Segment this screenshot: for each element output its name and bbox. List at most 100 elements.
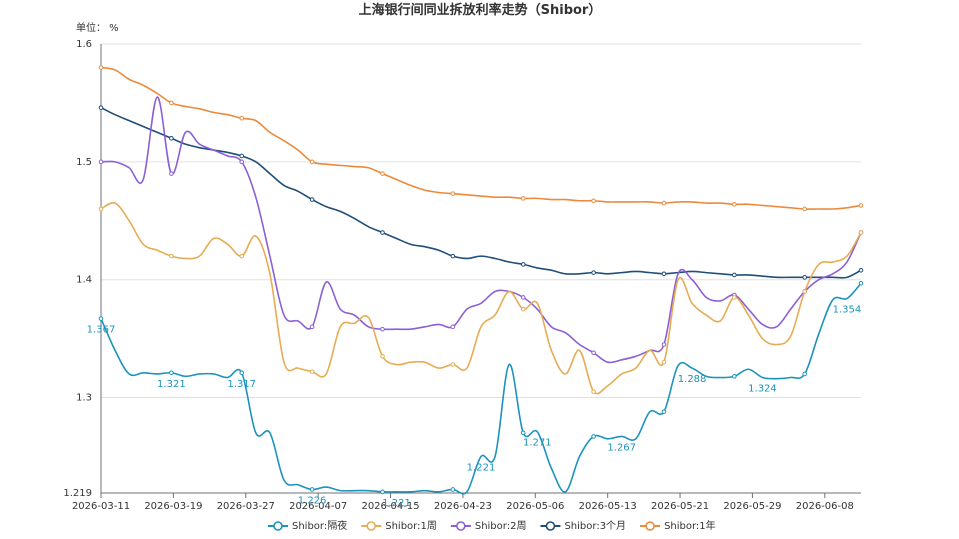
legend-label: Shibor:1年 (664, 519, 716, 532)
data-point (520, 262, 526, 267)
data-point (309, 487, 315, 492)
series-line-3 (100, 106, 862, 279)
legend-label: Shibor:1周 (385, 520, 437, 532)
data-point (239, 115, 245, 121)
data-point (591, 389, 596, 394)
data-point (858, 203, 864, 208)
data-label: 1.317 (227, 379, 256, 390)
data-point (732, 201, 737, 207)
data-point (239, 370, 245, 376)
data-point (380, 326, 385, 332)
x-tick-label: 2026-03-19 (144, 501, 202, 512)
data-point (380, 230, 385, 235)
legend-label: Shibor:隔夜 (292, 519, 347, 532)
data-label: 1.324 (748, 384, 777, 395)
data-point (239, 253, 245, 259)
data-point (661, 271, 667, 277)
data-point (309, 369, 315, 374)
data-point (520, 430, 526, 436)
data-point (450, 253, 456, 259)
legend-swatch-marker (366, 521, 377, 531)
data-point (732, 295, 737, 300)
data-point (520, 196, 526, 201)
data-point (802, 371, 808, 377)
legend-label: Shibor:3个月 (564, 520, 626, 532)
data-point (450, 191, 456, 196)
series-line-2 (100, 96, 862, 364)
data-point (380, 489, 385, 495)
data-point (450, 362, 456, 367)
data-point (661, 200, 667, 206)
series-layer (98, 65, 864, 495)
data-point (380, 171, 385, 176)
data-point (98, 105, 104, 110)
data-point (450, 324, 456, 330)
data-point (98, 316, 104, 321)
data-point (169, 100, 174, 106)
legend-swatch-marker (645, 521, 655, 531)
axis-layer: 1.219 1.3 1.4 1.5 1.6 2026-03-11 2026-03-19 202… (63, 39, 861, 512)
data-label-layer: 1.367 1.321 1.317 1.226 1.221 1.221 1.271 1.267… (87, 305, 862, 509)
legend-item-2[interactable]: Shibor:2周 (450, 520, 527, 532)
data-label: 1.354 (833, 305, 862, 316)
data-label: 1.367 (87, 325, 116, 336)
legend-item-0[interactable]: Shibor:隔夜 (268, 519, 347, 532)
data-point (98, 159, 104, 165)
data-point (520, 295, 526, 300)
data-point (450, 487, 456, 492)
y-tick-label: 1.6 (76, 39, 92, 50)
data-label: 1.288 (678, 374, 707, 385)
x-tick-label: 2026-04-15 (361, 501, 419, 512)
data-point (309, 324, 315, 330)
legend-item-1[interactable]: Shibor:1周 (361, 520, 437, 532)
legend-swatch-marker (273, 521, 283, 531)
legend: Shibor:隔夜 Shibor:1周 Shibor:2周 Shibor:3个月 Shi… (268, 519, 716, 532)
legend-swatch-marker (456, 521, 466, 531)
y-tick-label: 1.219 (63, 488, 92, 499)
data-point (802, 206, 808, 212)
x-tick-label: 2026-05-21 (651, 501, 709, 512)
y-tick-label: 1.3 (76, 393, 92, 404)
x-tick-label: 2026-05-06 (506, 501, 564, 512)
y-tick-label: 1.4 (76, 275, 92, 286)
data-point (661, 409, 667, 414)
data-label: 1.221 (467, 462, 496, 473)
data-point (802, 275, 808, 280)
data-point (380, 353, 385, 359)
data-point (239, 153, 245, 159)
data-point (732, 374, 737, 379)
data-label: 1.271 (523, 438, 552, 449)
x-tick-label: 2026-03-27 (217, 501, 275, 512)
data-point (591, 350, 596, 356)
data-point (239, 159, 245, 165)
data-point (591, 434, 596, 439)
data-label: 1.267 (607, 442, 636, 453)
data-point (591, 198, 596, 204)
data-point (98, 206, 104, 212)
x-tick-label: 2026-05-29 (723, 501, 781, 512)
data-point (732, 272, 737, 278)
data-point (661, 359, 667, 365)
x-tick-label: 2026-06-08 (796, 501, 854, 512)
data-point (309, 197, 315, 202)
data-point (169, 253, 174, 259)
x-tick-label: 2026-05-13 (579, 501, 637, 512)
x-tick-label: 2026-04-07 (289, 501, 347, 512)
data-point (520, 306, 526, 312)
legend-item-4[interactable]: Shibor:1年 (640, 519, 716, 532)
y-tick-label: 1.5 (76, 157, 92, 168)
data-label: 1.221 (382, 498, 411, 509)
data-point (591, 270, 596, 275)
legend-item-3[interactable]: Shibor:3个月 (540, 520, 626, 532)
data-point (309, 159, 315, 165)
series-line-4 (100, 66, 862, 210)
series-line-1 (100, 201, 862, 395)
data-label: 1.321 (157, 379, 186, 390)
data-point (858, 280, 864, 286)
data-point (169, 135, 174, 141)
x-tick-label: 2026-04-23 (434, 501, 492, 512)
data-point (858, 230, 864, 235)
data-point (802, 289, 808, 294)
